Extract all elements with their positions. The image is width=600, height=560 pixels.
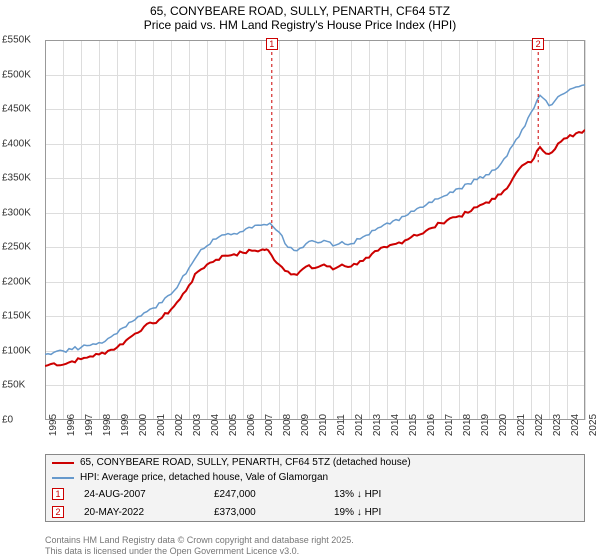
legend-swatch xyxy=(52,477,74,479)
x-tick-label: 1997 xyxy=(84,414,95,436)
x-tick-label: 2008 xyxy=(282,414,293,436)
x-tick-label: 2002 xyxy=(174,414,185,436)
x-tick-label: 2013 xyxy=(372,414,383,436)
y-tick-label: £50K xyxy=(2,380,25,391)
series-line-price_paid xyxy=(45,130,585,366)
x-tick-label: 2024 xyxy=(570,414,581,436)
x-tick-label: 1999 xyxy=(120,414,131,436)
x-tick-label: 2025 xyxy=(588,414,599,436)
y-tick-label: £500K xyxy=(2,69,31,80)
x-tick-label: 2011 xyxy=(336,414,347,436)
footer-line2: This data is licensed under the Open Gov… xyxy=(45,546,354,558)
legend-date: 20-MAY-2022 xyxy=(84,507,194,518)
x-tick-label: 2017 xyxy=(444,414,455,436)
y-tick-label: £550K xyxy=(2,35,31,46)
x-tick-label: 1996 xyxy=(66,414,77,436)
legend-series-list: 65, CONYBEARE ROAD, SULLY, PENARTH, CF64… xyxy=(46,455,584,485)
x-tick-label: 2001 xyxy=(156,414,167,436)
x-tick-label: 2000 xyxy=(138,414,149,436)
x-tick-label: 2021 xyxy=(516,414,527,436)
marker-label-box: 2 xyxy=(532,38,544,50)
legend-date: 24-AUG-2007 xyxy=(84,489,194,500)
legend-series-text: 65, CONYBEARE ROAD, SULLY, PENARTH, CF64… xyxy=(80,457,411,468)
x-tick-label: 2018 xyxy=(462,414,473,436)
footer-attribution: Contains HM Land Registry data © Crown c… xyxy=(45,535,354,558)
legend-data-rows: 1 24-AUG-2007 £247,000 13% ↓ HPI 2 20-MAY-202… xyxy=(46,485,584,521)
x-tick-label: 2012 xyxy=(354,414,365,436)
y-tick-label: £150K xyxy=(2,311,31,322)
x-tick-label: 2014 xyxy=(390,414,401,436)
x-tick-label: 2020 xyxy=(498,414,509,436)
x-tick-label: 2004 xyxy=(210,414,221,436)
y-tick-label: £400K xyxy=(2,138,31,149)
marker-label-box: 1 xyxy=(266,38,278,50)
x-tick-label: 1995 xyxy=(48,414,59,436)
legend-marker-box: 1 xyxy=(52,488,64,500)
legend-pct: 13% ↓ HPI xyxy=(334,489,381,500)
series-line-hpi xyxy=(45,85,585,355)
x-tick-label: 2009 xyxy=(300,414,311,436)
legend-marker-box: 2 xyxy=(52,506,64,518)
y-tick-label: £0 xyxy=(2,415,13,426)
x-tick-label: 2022 xyxy=(534,414,545,436)
y-tick-label: £450K xyxy=(2,104,31,115)
legend-price: £247,000 xyxy=(214,489,314,500)
x-tick-label: 2023 xyxy=(552,414,563,436)
legend-series-text: HPI: Average price, detached house, Vale… xyxy=(80,472,328,483)
x-tick-label: 2016 xyxy=(426,414,437,436)
legend-series-row: 65, CONYBEARE ROAD, SULLY, PENARTH, CF64… xyxy=(46,455,584,470)
x-tick-label: 2015 xyxy=(408,414,419,436)
chart-lines-svg xyxy=(45,40,585,420)
y-tick-label: £250K xyxy=(2,242,31,253)
chart-title-line1: 65, CONYBEARE ROAD, SULLY, PENARTH, CF64… xyxy=(0,0,600,18)
legend-series-row: HPI: Average price, detached house, Vale… xyxy=(46,470,584,485)
legend-swatch xyxy=(52,462,74,464)
legend-data-row: 1 24-AUG-2007 £247,000 13% ↓ HPI xyxy=(46,485,584,503)
legend-data-row: 2 20-MAY-2022 £373,000 19% ↓ HPI xyxy=(46,503,584,521)
legend-price: £373,000 xyxy=(214,507,314,518)
x-tick-label: 2007 xyxy=(264,414,275,436)
y-tick-label: £200K xyxy=(2,276,31,287)
y-tick-label: £100K xyxy=(2,345,31,356)
x-tick-label: 2003 xyxy=(192,414,203,436)
x-tick-label: 2019 xyxy=(480,414,491,436)
legend-pct: 19% ↓ HPI xyxy=(334,507,381,518)
footer-line1: Contains HM Land Registry data © Crown c… xyxy=(45,535,354,547)
y-tick-label: £350K xyxy=(2,173,31,184)
chart-title-line2: Price paid vs. HM Land Registry's House … xyxy=(0,18,600,38)
legend-box: 65, CONYBEARE ROAD, SULLY, PENARTH, CF64… xyxy=(45,454,585,522)
x-tick-label: 2006 xyxy=(246,414,257,436)
x-tick-label: 2005 xyxy=(228,414,239,436)
x-tick-label: 1998 xyxy=(102,414,113,436)
x-tick-label: 2010 xyxy=(318,414,329,436)
y-tick-label: £300K xyxy=(2,207,31,218)
